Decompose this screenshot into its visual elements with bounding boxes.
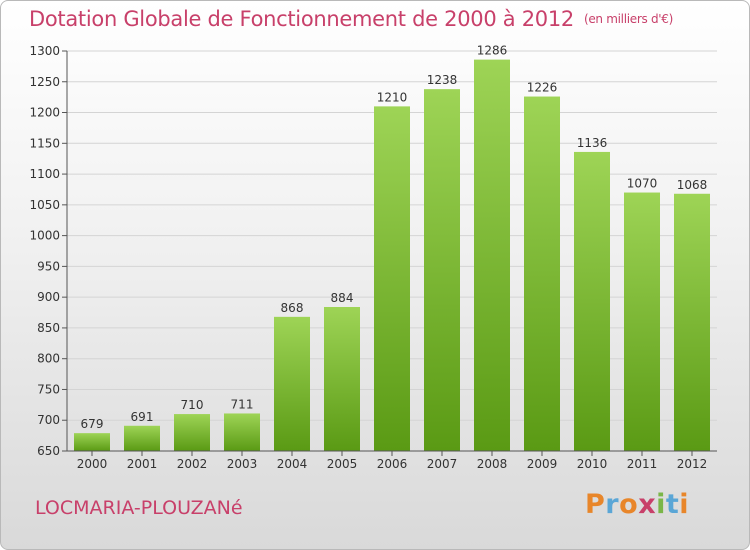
logo-letter: o <box>619 489 639 520</box>
y-tick-label: 1000 <box>29 229 60 243</box>
y-tick-label: 1200 <box>29 106 60 120</box>
y-tick-label: 900 <box>37 290 60 304</box>
y-tick-label: 800 <box>37 352 60 366</box>
logo-letter: P <box>585 489 606 520</box>
bar <box>474 59 510 451</box>
bar <box>574 151 610 451</box>
bar <box>624 192 660 452</box>
data-label: 1210 <box>377 90 408 104</box>
y-tick-label: 850 <box>37 321 60 335</box>
y-tick-label: 950 <box>37 259 60 273</box>
data-label: 691 <box>131 410 154 424</box>
logo-letter: r <box>605 489 620 520</box>
chart-title: Dotation Globale de Fonctionnement de 20… <box>29 7 673 31</box>
x-tick-label: 2011 <box>627 457 658 471</box>
y-tick-label: 1050 <box>29 198 60 212</box>
data-label: 710 <box>181 398 204 412</box>
x-tick-label: 2012 <box>677 457 708 471</box>
x-tick-label: 2005 <box>327 457 358 471</box>
y-tick-label: 650 <box>37 444 60 458</box>
bars: 679 691 710 711 868 884 1210 1238 1286 1226 1136 10… <box>74 44 710 452</box>
data-label: 1070 <box>627 177 658 191</box>
y-tick-label: 700 <box>37 413 60 427</box>
data-label: 868 <box>281 301 304 315</box>
logo-letter: x <box>638 489 657 520</box>
data-label: 1136 <box>577 136 608 150</box>
data-label: 1226 <box>527 81 558 95</box>
bar <box>274 316 310 451</box>
axes: 650 700 750 800 850 900 950 1000 1050 1100 1150 120… <box>29 44 717 471</box>
x-tick-label: 2001 <box>127 457 158 471</box>
data-label: 1238 <box>427 73 458 87</box>
chart-unit: (en milliers d'€) <box>583 12 673 26</box>
y-tick-label: 1300 <box>29 44 60 58</box>
x-tick-label: 2002 <box>177 457 208 471</box>
y-tick-label: 1250 <box>29 75 60 89</box>
logo-letter: i <box>656 489 666 520</box>
logo-letter: i <box>679 489 690 520</box>
bar <box>324 307 360 451</box>
x-tick-label: 2009 <box>527 457 558 471</box>
y-tick-label: 1150 <box>29 136 60 150</box>
bar <box>424 89 460 452</box>
bar <box>74 433 110 451</box>
x-tick-label: 2000 <box>77 457 108 471</box>
x-tick-label: 2008 <box>477 457 508 471</box>
bar <box>124 425 160 451</box>
y-tick-label: 750 <box>37 382 60 396</box>
commune-name: LOCMARIA-PLOUZANé <box>35 497 243 519</box>
x-tick-label: 2010 <box>577 457 608 471</box>
data-label: 711 <box>231 397 254 411</box>
bar <box>524 96 560 452</box>
y-tick-label: 1100 <box>29 167 60 181</box>
x-tick-label: 2004 <box>277 457 308 471</box>
data-label: 1068 <box>677 178 708 192</box>
logo-letter: t <box>665 489 680 520</box>
bar <box>224 413 260 451</box>
bar <box>374 106 410 451</box>
x-tick-label: 2003 <box>227 457 258 471</box>
x-tick-label: 2006 <box>377 457 408 471</box>
x-tick-label: 2007 <box>427 457 458 471</box>
data-label: 1286 <box>477 44 508 58</box>
data-label: 679 <box>81 417 104 431</box>
chart-title-text: Dotation Globale de Fonctionnement de 20… <box>29 7 574 31</box>
data-label: 884 <box>331 291 354 305</box>
proxiti-logo[interactable]: Proxiti <box>585 489 689 520</box>
bar <box>674 193 710 451</box>
bar <box>174 414 210 451</box>
